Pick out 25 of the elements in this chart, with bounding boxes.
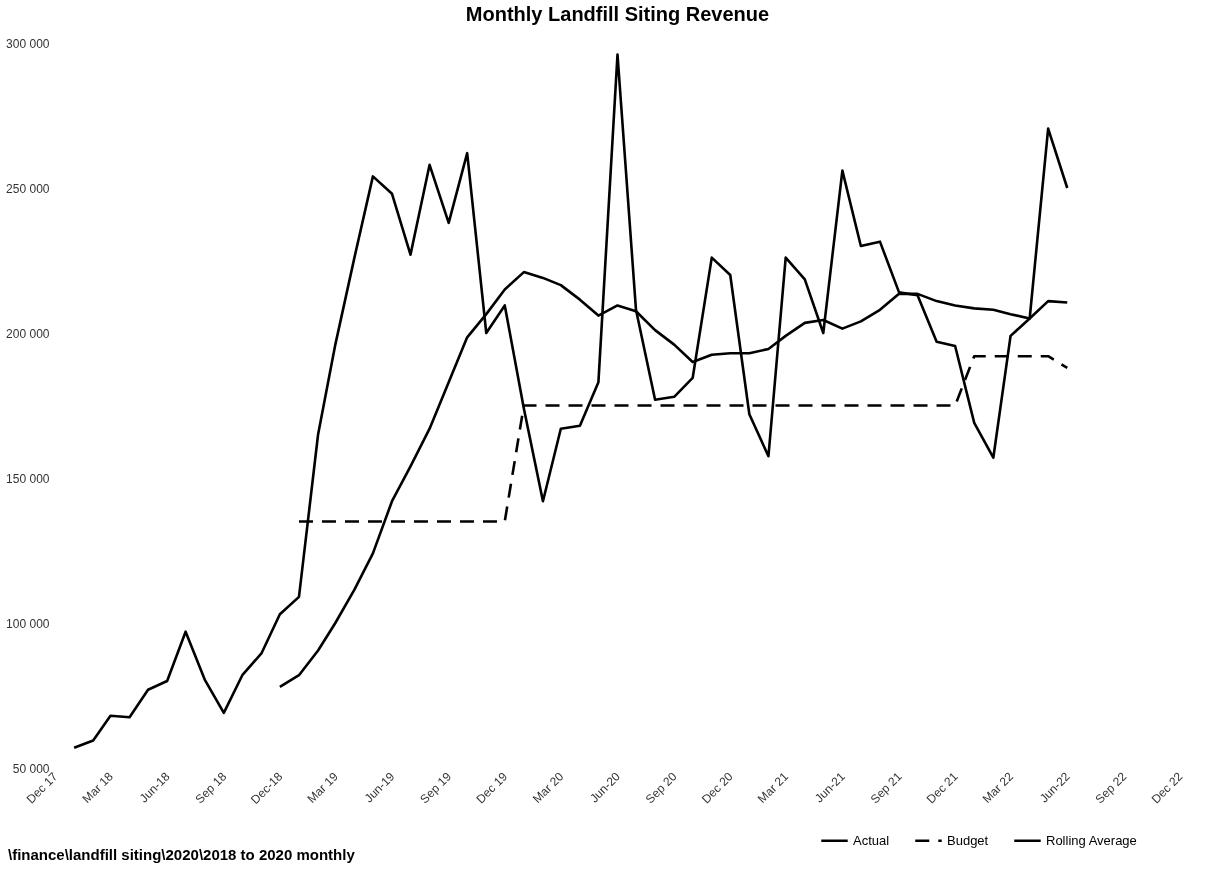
y-tick-label: 250 000 <box>6 181 50 196</box>
legend-label: Budget <box>947 832 989 848</box>
chart-title: Monthly Landfill Siting Revenue <box>465 3 770 25</box>
x-tick-label: Mar 22 <box>979 769 1017 806</box>
x-tick-label: Dec 20 <box>698 769 736 807</box>
x-tick-label: Dec 19 <box>473 769 511 807</box>
x-tick-label: Mar 20 <box>529 769 567 806</box>
x-tick-label: Mar 19 <box>304 769 341 806</box>
x-tick-label: Sep 21 <box>867 769 905 807</box>
x-tick-label: Sep 19 <box>417 769 455 807</box>
x-tick-label: Mar 21 <box>754 769 792 806</box>
x-tick-label: Mar 18 <box>79 769 117 806</box>
y-tick-label: 100 000 <box>6 616 50 631</box>
y-tick-label: 200 000 <box>6 326 50 341</box>
text: \finance\landfill siting\2020\2018 to 2020 monthly <box>8 846 355 863</box>
y-tick-label: 300 000 <box>6 36 50 51</box>
x-tick-label: Sep 22 <box>1092 769 1130 807</box>
legend-label: Actual <box>853 832 890 848</box>
legend-label: Rolling Average <box>1046 832 1137 848</box>
x-tick-label: Sep 18 <box>192 769 230 807</box>
x-tick-label: Dec 22 <box>1148 769 1186 807</box>
line-series <box>72 53 1069 749</box>
y-tick-label: 150 000 <box>6 471 50 486</box>
x-tick-label: Sep 20 <box>642 769 680 807</box>
x-tick-label: Dec 21 <box>923 769 961 807</box>
